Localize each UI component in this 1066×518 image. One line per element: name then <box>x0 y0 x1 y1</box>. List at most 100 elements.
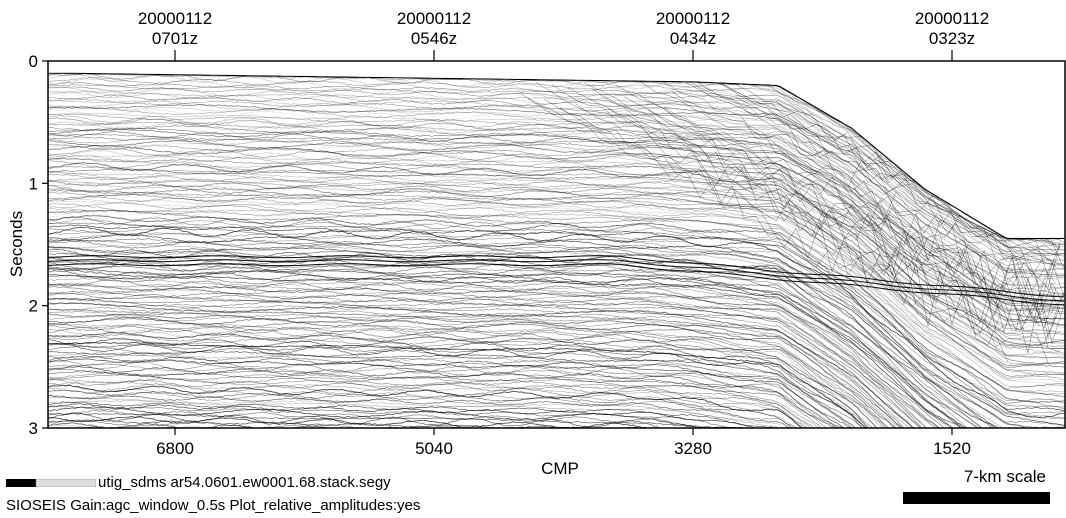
reflector-trace <box>48 176 1065 359</box>
reflector-trace <box>48 248 999 428</box>
reflector-trace <box>48 298 921 428</box>
reflector-trace <box>48 413 709 428</box>
x-tick-label: 6800 <box>156 439 194 458</box>
reflector-trace <box>48 251 996 428</box>
reflector-trace <box>48 405 745 428</box>
reflector-trace <box>48 345 864 428</box>
strong-reflector <box>48 259 1065 302</box>
reflector-trace <box>48 226 1065 419</box>
reflector-trace <box>48 171 1065 356</box>
reflector-trace <box>48 329 883 428</box>
reflector-trace <box>48 226 1065 414</box>
reflector-trace <box>48 415 648 428</box>
time-mark-time: 0323z <box>929 29 975 48</box>
reflector-trace <box>48 314 901 428</box>
clinoform-trace <box>687 79 1061 288</box>
reflector-trace <box>48 97 1065 271</box>
reflector-trace <box>48 302 915 428</box>
reflector-trace <box>48 208 1065 393</box>
reflector-trace <box>87 430 324 433</box>
y-axis: 0 1 2 3 <box>29 52 48 438</box>
reflector-trace <box>48 215 1065 404</box>
reflector-trace <box>48 121 1065 300</box>
clinoform-trace <box>719 82 1057 268</box>
y-tick-label: 2 <box>29 297 38 316</box>
reflector-trace <box>123 432 198 433</box>
reflector-trace <box>48 289 927 428</box>
reflector-trace <box>48 239 1030 428</box>
reflector-trace <box>48 198 1065 383</box>
reflector-trace <box>48 202 1065 388</box>
reflector-trace <box>48 232 1065 419</box>
reflector-trace <box>48 268 963 428</box>
reflector-trace <box>48 392 796 428</box>
reflector-trace <box>48 200 1065 385</box>
reflector-trace <box>48 78 1065 252</box>
clinoform-trace <box>767 110 1057 256</box>
reflector-trace <box>48 388 799 428</box>
reflector-trace <box>48 324 888 428</box>
clinoform-trace <box>735 96 1061 277</box>
reflector-trace <box>48 131 1065 309</box>
reflector-trace <box>48 293 923 428</box>
reflector-trace <box>48 121 1065 297</box>
reflector-trace <box>48 86 1065 258</box>
reflector-trace <box>48 113 1065 289</box>
reflector-trace <box>48 191 1065 376</box>
clinoform-trace <box>671 91 1057 292</box>
time-mark-labels: 200001120701z200001120546z200001120434z2… <box>138 9 989 48</box>
reflector-trace <box>48 224 1065 412</box>
reflector-trace <box>48 358 846 428</box>
reflector-trace <box>48 202 1065 389</box>
clinoform-trace <box>535 82 1017 334</box>
reflector-trace <box>48 244 1004 428</box>
reflector-trace <box>48 154 1065 335</box>
reflector-trace <box>48 390 793 428</box>
reflector-trace <box>48 265 969 428</box>
time-mark-time: 0701z <box>152 29 198 48</box>
clinoform-trace <box>775 101 1065 265</box>
reflector-trace <box>48 137 1065 315</box>
y-axis-label: Seconds <box>7 211 26 277</box>
reflector-trace <box>48 261 979 428</box>
reflector-trace <box>48 234 1065 426</box>
reflector-trace <box>48 157 1065 341</box>
time-mark-date: 20000112 <box>397 9 471 28</box>
reflector-trace <box>48 73 1065 247</box>
reflector-trace <box>48 394 791 428</box>
x-axis-label: CMP <box>541 459 579 478</box>
reflector-trace <box>48 222 1065 408</box>
clinoform-trace <box>791 96 841 123</box>
reflector-trace <box>48 291 927 428</box>
reflector-trace <box>48 282 940 428</box>
reflector-trace <box>48 378 810 428</box>
reflector-trace <box>48 359 839 428</box>
x-tick-label: 1520 <box>933 439 971 458</box>
reflector-trace <box>48 274 954 428</box>
reflector-trace <box>48 239 1065 428</box>
reflector-trace <box>48 184 1065 369</box>
processing-params-label: SIOSEIS Gain:agc_window_0.5s Plot_relati… <box>6 497 421 514</box>
reflector-trace <box>48 73 1065 241</box>
reflector-trace <box>48 190 1065 374</box>
reflector-trace <box>48 90 1065 262</box>
reflector-trace <box>48 218 1065 409</box>
reflector-trace <box>48 94 1065 267</box>
reflector-trace <box>48 285 938 428</box>
reflector-trace <box>48 246 998 428</box>
reflector-trace <box>48 117 1065 295</box>
reflector-trace <box>48 125 1065 303</box>
clinoform-trace <box>655 77 1065 297</box>
reflector-trace <box>48 173 1065 357</box>
reflector-trace <box>48 279 945 428</box>
strong-reflector <box>48 263 1065 306</box>
clinoform-trace <box>527 98 1009 363</box>
scale-bar-label: 7-km scale <box>963 467 1046 486</box>
reflector-trace <box>48 216 1065 404</box>
x-tick-label: 3280 <box>674 439 712 458</box>
reflector-trace <box>48 308 905 428</box>
reflector-trace <box>48 302 914 428</box>
clinoform-trace <box>575 104 1057 347</box>
reflector-trace <box>48 365 836 428</box>
reflector-trace <box>48 323 889 428</box>
